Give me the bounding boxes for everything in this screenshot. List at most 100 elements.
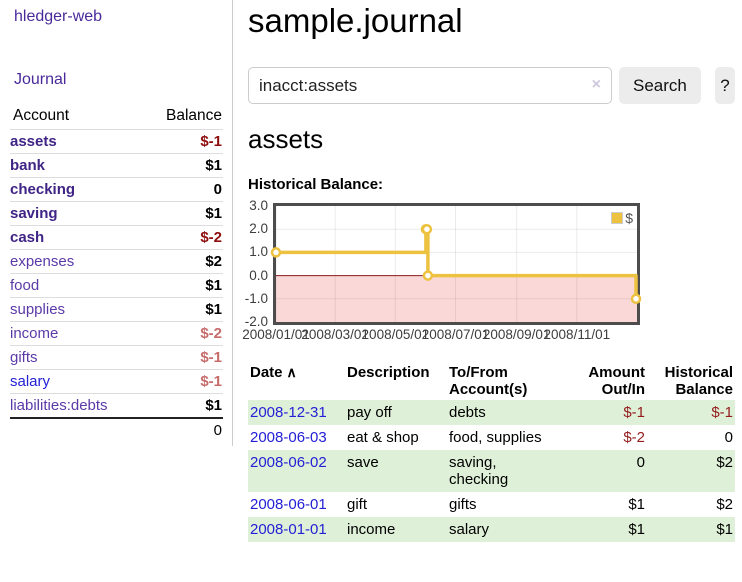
transaction-date-link[interactable]: 2008-06-03: [250, 429, 327, 446]
sidebar: hledger-web Journal Account Balance asse…: [0, 0, 233, 446]
transaction-row: 2008-12-31 pay off debts $-1 $-1: [248, 400, 735, 425]
y-axis-tick-label: 2.0: [249, 221, 268, 237]
transaction-amount: $1: [628, 521, 645, 538]
account-row: bank $1: [10, 153, 223, 178]
transaction-accounts: food, supplies: [449, 429, 542, 446]
accounts-table-body: assets $-1 bank $1 checking 0 saving $1 cash $-2 e…: [10, 129, 223, 418]
chart-title: Historical Balance:: [248, 176, 384, 193]
column-header-balance: Historical Balance: [664, 364, 733, 398]
account-row: liabilities:debts $1: [10, 393, 223, 418]
account-row: gifts $-1: [10, 345, 223, 370]
y-axis-tick-label: 3.0: [249, 198, 268, 213]
transactions-header-row: Date ∧ Description To/From Account(s) Amo…: [248, 362, 735, 400]
transaction-row: 2008-06-03 eat & shop food, supplies $-2 0: [248, 425, 735, 450]
search-input[interactable]: [248, 67, 612, 104]
account-balance: $-1: [141, 369, 223, 394]
account-link[interactable]: income: [10, 325, 59, 342]
transaction-accounts: salary: [449, 521, 490, 538]
account-link[interactable]: saving: [10, 205, 58, 222]
account-link[interactable]: gifts: [10, 349, 38, 366]
account-balance: $2: [141, 249, 223, 274]
transaction-row: 2008-06-01 gift gifts $1 $2: [248, 492, 735, 517]
accounts-header-balance: Balance: [165, 107, 222, 124]
data-point-marker: [422, 270, 434, 281]
account-link[interactable]: assets: [10, 133, 57, 150]
accounts-table-header: Account Balance: [10, 104, 223, 130]
account-row: cash $-2: [10, 225, 223, 250]
accounts-total-row: 0: [10, 417, 223, 442]
y-axis-tick-label: 0.0: [249, 267, 268, 283]
account-link[interactable]: bank: [10, 157, 46, 174]
data-point-marker: [421, 223, 433, 235]
transaction-description: eat & shop: [347, 429, 419, 446]
accounts-header-account: Account: [13, 107, 70, 124]
y-axis-tick-label: -1.0: [244, 290, 268, 306]
clear-search-icon[interactable]: ×: [591, 76, 601, 93]
x-axis-tick-label: 2008/01/01: [242, 327, 310, 342]
transaction-amount: $1: [628, 496, 645, 513]
account-link[interactable]: salary: [10, 373, 51, 390]
chart-legend: $: [611, 210, 633, 226]
column-header-date[interactable]: Date ∧: [250, 364, 297, 381]
transaction-description: gift: [347, 496, 368, 513]
x-axis-tick-label: 2008/11/01: [543, 327, 611, 342]
transaction-amount: 0: [636, 454, 645, 471]
account-row: food $1: [10, 273, 223, 298]
data-point-marker: [270, 247, 282, 258]
legend-swatch: [611, 212, 624, 224]
transaction-accounts: debts: [449, 404, 486, 421]
y-axis-tick-label: -2.0: [244, 314, 268, 329]
account-row: income $-2: [10, 321, 223, 346]
chart-svg: [270, 206, 642, 322]
transaction-date-link[interactable]: 2008-12-31: [250, 404, 327, 421]
transactions-table: Date ∧ Description To/From Account(s) Amo…: [248, 362, 735, 542]
account-balance: $-2: [141, 321, 223, 346]
account-balance: $-1: [141, 129, 223, 154]
transaction-amount: $-1: [623, 404, 645, 421]
account-balance: $1: [141, 153, 223, 178]
account-link[interactable]: supplies: [10, 301, 66, 318]
transaction-description: pay off: [347, 404, 392, 421]
account-link[interactable]: liabilities:debts: [10, 397, 108, 414]
transaction-balance: $-1: [711, 404, 733, 421]
column-header-description: Description: [347, 364, 430, 381]
account-link[interactable]: food: [10, 277, 40, 294]
transaction-balance: $2: [716, 496, 733, 513]
account-row: checking 0: [10, 177, 223, 202]
account-row: assets $-1: [10, 129, 223, 154]
transaction-description: save: [347, 454, 379, 471]
account-link[interactable]: checking: [10, 181, 76, 198]
account-balance: $1: [141, 393, 223, 418]
app-title-link[interactable]: hledger-web: [14, 8, 103, 25]
legend-label: $: [625, 210, 633, 226]
chart-plot-area[interactable]: $: [270, 203, 642, 325]
x-axis-tick-label: 2008/09/01: [482, 327, 551, 342]
account-link[interactable]: cash: [10, 229, 45, 246]
search-button[interactable]: Search: [619, 67, 701, 104]
account-link[interactable]: expenses: [10, 253, 75, 270]
data-point-marker: [630, 293, 642, 305]
transaction-date-link[interactable]: 2008-01-01: [250, 521, 327, 538]
help-button[interactable]: ?: [714, 67, 735, 104]
account-balance: $-1: [141, 345, 223, 370]
balance-chart: $ 3.0 2.0 1.0 0.0 -1.0 -2.0 2008/01/01 2008/03…: [242, 198, 735, 349]
transaction-row: 2008-06-02 save saving, checking 0 $2: [248, 450, 735, 492]
account-balance: $1: [141, 273, 223, 298]
transactions-table-body: 2008-12-31 pay off debts $-1 $-1 2008-06-03 ea…: [248, 400, 735, 542]
page-title: sample.journal: [248, 2, 463, 39]
transaction-accounts: gifts: [449, 496, 477, 513]
x-axis-tick-label: 2008/05/01: [361, 327, 430, 342]
y-axis-tick-label: 1.0: [249, 244, 268, 260]
transaction-balance: $1: [716, 521, 733, 538]
column-header-amount: Amount Out/In: [588, 364, 645, 398]
sidebar-item-journal[interactable]: Journal: [14, 71, 67, 88]
transaction-date-link[interactable]: 2008-06-02: [250, 454, 327, 471]
x-axis-tick-label: 2008/03/01: [301, 327, 369, 342]
transaction-balance: $2: [716, 454, 733, 471]
main-content: sample.journal × Search ? assets Histori…: [242, 0, 735, 542]
x-axis-tick-label: 2008/07/01: [421, 327, 490, 342]
sort-asc-icon: ∧: [286, 364, 297, 380]
transaction-date-link[interactable]: 2008-06-01: [250, 496, 327, 513]
account-balance: 0: [141, 177, 223, 202]
accounts-table: Account Balance assets $-1 bank $1 checking 0…: [10, 104, 223, 442]
